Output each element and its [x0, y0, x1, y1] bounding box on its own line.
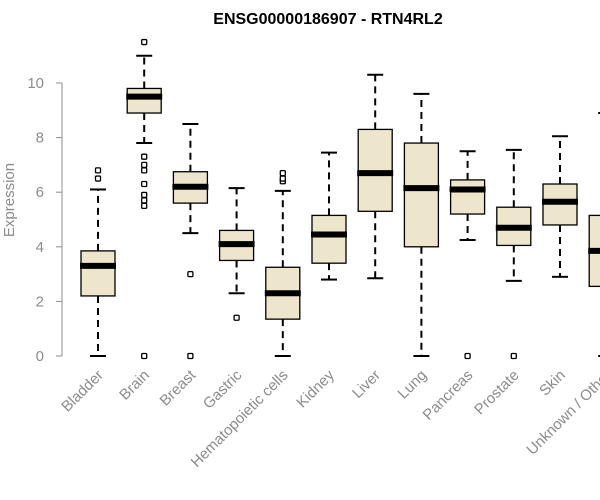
- outlier-point: [233, 314, 240, 321]
- outlier-point: [510, 352, 517, 360]
- x-category-label: Skin: [536, 367, 569, 400]
- y-axis: 0 2 4 6 8 10: [27, 75, 63, 365]
- box-breast: [172, 122, 209, 360]
- outlier-point: [279, 175, 286, 182]
- outlier-point: [141, 38, 148, 46]
- outlier-point: [141, 352, 148, 360]
- outlier-point: [464, 352, 471, 360]
- outlier-point: [141, 180, 148, 188]
- y-tick-label: 6: [36, 184, 44, 201]
- x-category-label: Breast: [157, 366, 200, 409]
- x-category-label: Gastric: [200, 366, 246, 412]
- x-category-label: Kidney: [293, 366, 338, 411]
- outlier-point: [141, 161, 148, 169]
- outlier-point: [187, 352, 194, 360]
- chart-title: ENSG00000186907 - RTN4RL2: [213, 11, 443, 28]
- x-category-label: Lung: [395, 367, 431, 403]
- outlier-point: [141, 202, 148, 210]
- box-iqr: [449, 179, 486, 215]
- box-iqr: [311, 214, 347, 264]
- outlier-point: [141, 167, 148, 174]
- box-hematopoietic-cells: [264, 169, 301, 357]
- x-category-label: Bladder: [58, 367, 107, 416]
- outlier-point: [141, 197, 148, 204]
- x-category-label: Pancreas: [420, 367, 477, 424]
- outlier-point: [187, 270, 194, 278]
- box-unknown-other: [588, 112, 600, 357]
- y-tick-label: 10: [27, 75, 44, 92]
- outlier-point: [141, 191, 148, 199]
- y-axis-label: Expression: [1, 163, 18, 237]
- outlier-point: [279, 169, 286, 177]
- box-iqr: [126, 87, 162, 114]
- box-liver: [357, 73, 394, 280]
- box-skin: [542, 135, 578, 278]
- boxes-group: [80, 38, 600, 360]
- box-kidney: [311, 151, 347, 281]
- x-category-label: Brain: [116, 367, 153, 404]
- outlier-point: [141, 153, 148, 160]
- y-tick-label: 8: [36, 130, 44, 147]
- box-brain: [126, 38, 163, 360]
- box-iqr: [403, 142, 440, 248]
- box-iqr: [80, 250, 116, 297]
- box-lung: [403, 92, 440, 357]
- outlier-point: [94, 175, 102, 182]
- box-pancreas: [449, 150, 486, 360]
- box-prostate: [495, 148, 532, 360]
- box-bladder: [80, 167, 116, 357]
- box-gastric: [218, 187, 255, 321]
- y-tick-label: 4: [36, 239, 44, 256]
- x-category-label: Liver: [349, 367, 384, 402]
- outlier-point: [94, 167, 102, 174]
- y-tick-label: 0: [36, 348, 44, 365]
- x-category-label: Prostate: [471, 367, 523, 419]
- y-tick-label: 2: [36, 293, 44, 310]
